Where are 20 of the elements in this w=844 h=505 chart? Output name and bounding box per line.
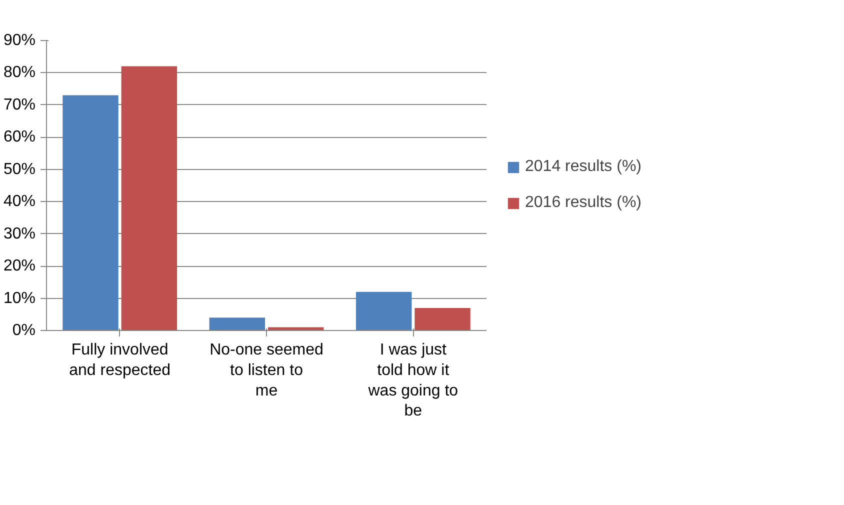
y-tick-label: 0% <box>12 322 36 339</box>
y-tick-label: 10% <box>3 290 36 307</box>
y-tick-label: 70% <box>3 96 36 114</box>
y-tick-label: 60% <box>3 128 36 146</box>
bar <box>356 292 412 330</box>
x-tick-label: No-one seemed to listen to me <box>210 342 324 400</box>
bar <box>209 318 266 330</box>
legend-label: 2016 results (%) <box>525 194 642 212</box>
bar <box>121 66 178 330</box>
y-tick-label: 40% <box>3 193 36 210</box>
y-tick-label: 30% <box>3 225 36 242</box>
x-tick-label: Fully involved and respected <box>69 342 171 379</box>
bar <box>62 95 118 330</box>
y-tick-label: 80% <box>3 64 36 82</box>
y-tick-label: 50% <box>3 160 36 178</box>
bar <box>414 308 470 330</box>
x-tick-label: I was just told how it was going to be <box>367 342 458 420</box>
y-tick-label: 20% <box>3 258 36 275</box>
y-tick-label: 90% <box>3 32 36 49</box>
legend-label: 2014 results (%) <box>525 158 642 176</box>
